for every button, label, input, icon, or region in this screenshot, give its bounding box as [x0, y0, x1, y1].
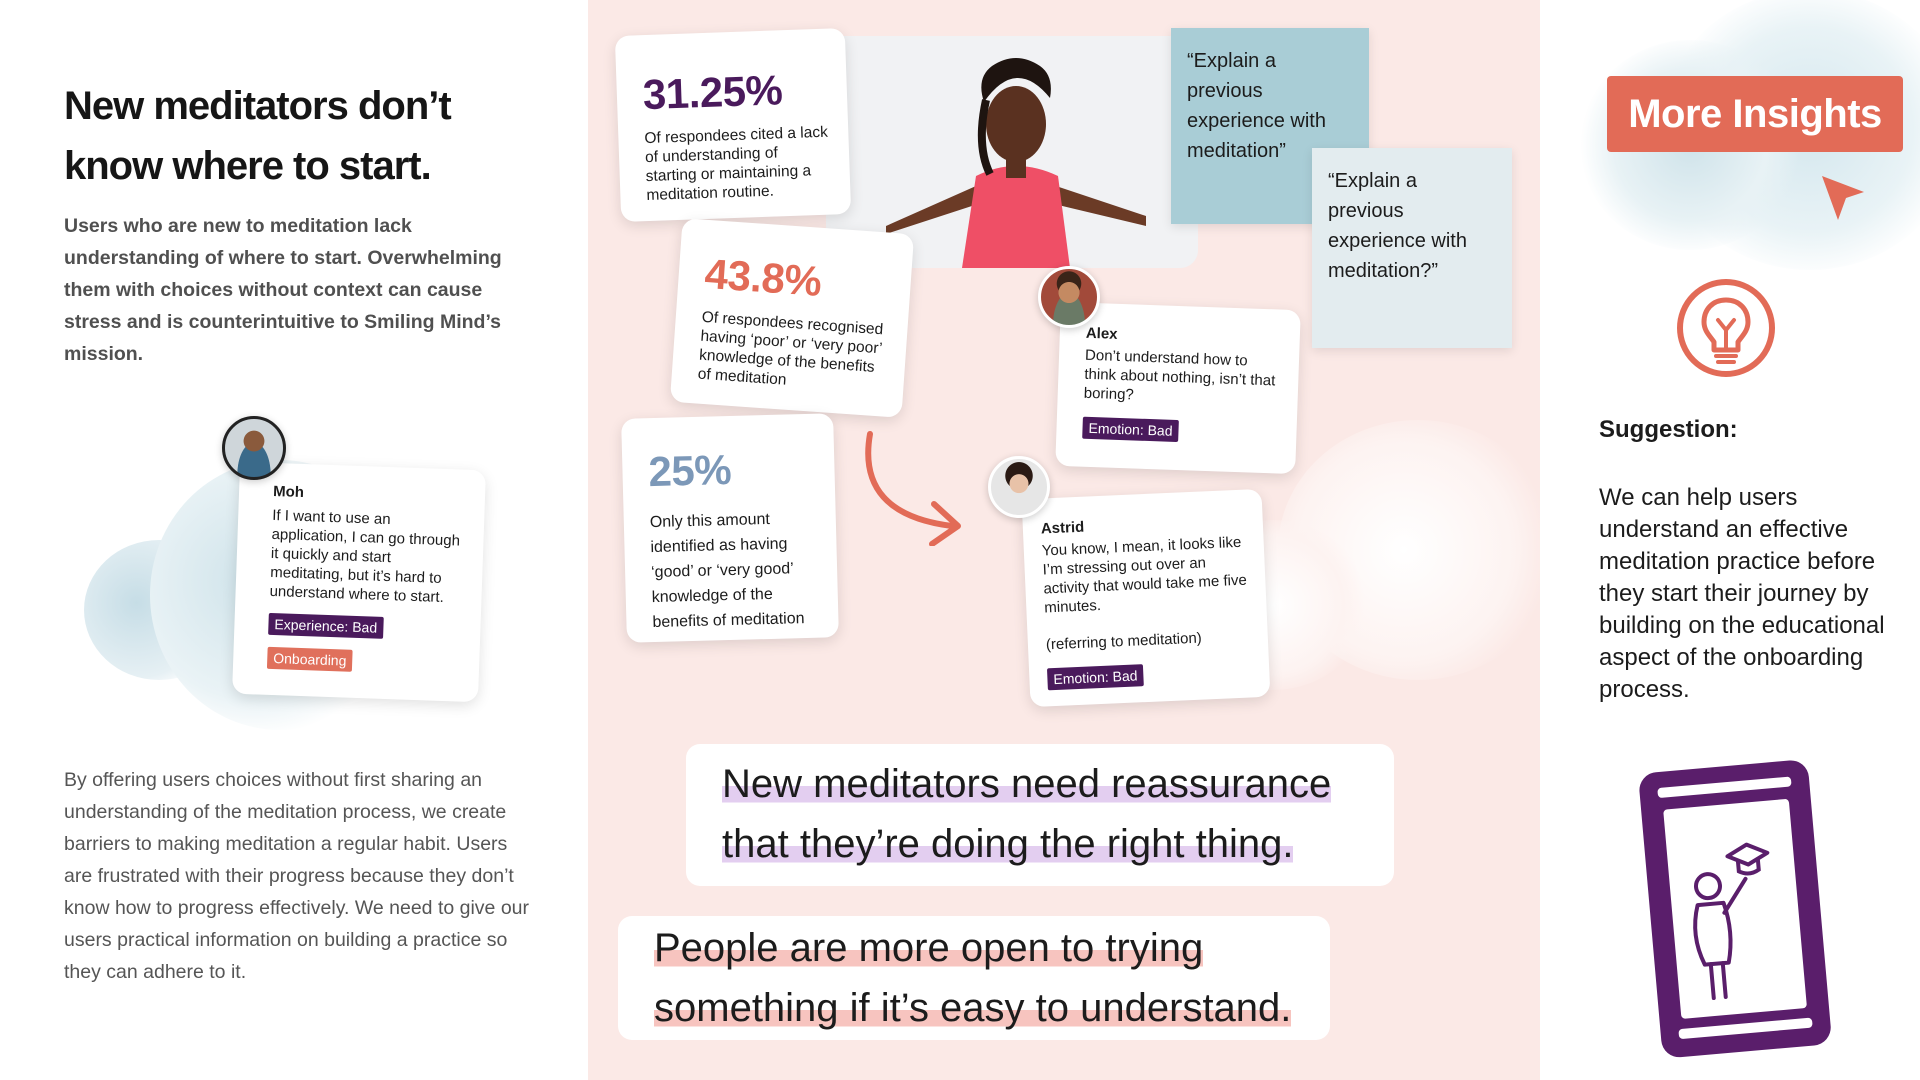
stat-description: Of respondees cited a lack of understand… — [644, 123, 829, 205]
insight-line: something if it’s easy to understand. — [654, 986, 1292, 1030]
stat-card: 43.8% Of respondees recognised having ‘p… — [669, 218, 915, 418]
insight-banner: People are more open to trying something… — [618, 916, 1330, 1040]
cursor-pointer-icon — [1822, 176, 1864, 220]
insight-banner: New meditators need reassurance that the… — [686, 744, 1394, 886]
avatar — [222, 416, 286, 480]
avatar — [988, 456, 1050, 518]
experience-tag: Experience: Bad — [268, 612, 384, 639]
quote-author: Moh — [272, 482, 305, 502]
emotion-tag: Emotion: Bad — [1082, 416, 1179, 443]
person-illustration — [826, 36, 1198, 268]
quote-note: (referring to meditation) — [1045, 629, 1203, 654]
suggestion-heading: Suggestion: — [1599, 416, 1738, 443]
more-insights-button[interactable]: More Insights — [1607, 76, 1903, 152]
stat-value: 31.25% — [642, 66, 784, 119]
sticky-note-text: “Explain a previous experience with medi… — [1328, 170, 1467, 282]
curved-arrow-icon — [865, 431, 961, 546]
frustrated-woman-photo — [826, 36, 1198, 268]
page-title: New meditators don’t know where to start… — [64, 84, 452, 188]
quote-text: You know, I mean, it looks like I’m stre… — [1041, 533, 1248, 617]
body-paragraph: By offering users choices without first … — [64, 769, 530, 983]
stat-value: 43.8% — [703, 249, 823, 305]
suggestion-text: We can help users understand an effectiv… — [1599, 484, 1885, 703]
stat-card: 31.25% Of respondees cited a lack of und… — [614, 28, 852, 222]
sticky-note-text: “Explain a previous experience with medi… — [1187, 50, 1326, 162]
onboarding-tag: Onboarding — [266, 646, 353, 672]
quote-card-moh: Moh If I want to use an application, I c… — [232, 461, 486, 703]
sticky-note: “Explain a previous experience with medi… — [1312, 148, 1512, 348]
stat-card: 25% Only this amount identified as havin… — [621, 413, 839, 643]
emotion-tag: Emotion: Bad — [1046, 664, 1144, 691]
stat-description: Only this amount identified as having ‘g… — [649, 510, 805, 632]
lightbulb-icon — [1677, 279, 1775, 377]
stat-value: 25% — [647, 445, 732, 496]
avatar — [1038, 266, 1100, 328]
insight-line: that they’re doing the right thing. — [722, 822, 1294, 866]
phone-learning-icon — [1639, 760, 1831, 1058]
stat-description: Of respondees recognised having ‘poor’ o… — [697, 308, 884, 389]
quote-author: Alex — [1085, 324, 1118, 343]
quote-text: Don’t understand how to think about noth… — [1083, 346, 1276, 404]
quote-text: If I want to use an application, I can g… — [269, 506, 461, 606]
quote-card-alex: Alex Don’t understand how to think about… — [1055, 301, 1301, 475]
insight-line: People are more open to trying — [654, 926, 1204, 970]
middle-panel: 31.25% Of respondees cited a lack of und… — [588, 0, 1540, 1080]
insight-line: New meditators need reassurance — [722, 762, 1332, 806]
quote-card-astrid: Astrid You know, I mean, it looks like I… — [1021, 488, 1271, 708]
intro-paragraph: Users who are new to meditation lack und… — [64, 215, 502, 365]
